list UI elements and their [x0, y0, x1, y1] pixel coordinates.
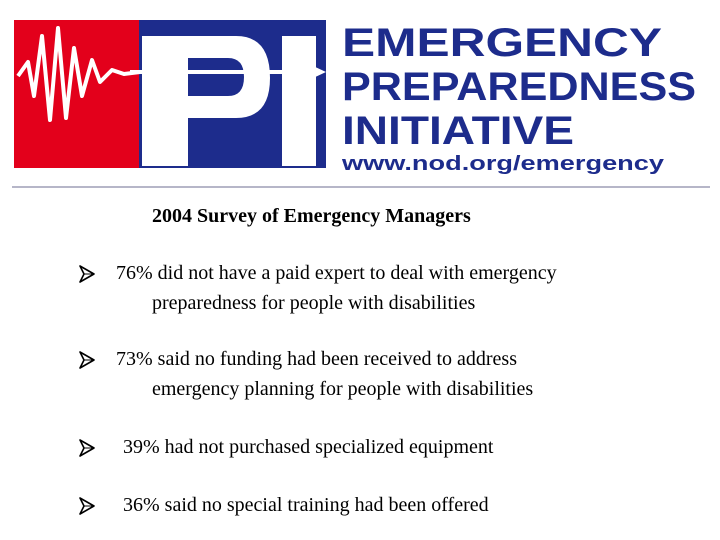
emergency-preparedness-initiative-logo: EMERGENCY PREPAREDNESS INITIATIVE www.no… — [14, 20, 696, 175]
logo-title-line1: EMERGENCY — [342, 21, 662, 65]
arrowhead-bullet-icon — [79, 265, 95, 283]
logo-title-line3: INITIATIVE — [342, 109, 574, 153]
bullet-text-line2: preparedness for people with disabilitie… — [152, 292, 476, 314]
bullet-text-line2: emergency planning for people with disab… — [152, 378, 534, 400]
arrowhead-bullet-icon — [79, 497, 95, 515]
bullet-text-line1: 36% said no special training had been of… — [123, 494, 489, 516]
bullet-text-line1: 39% had not purchased specialized equipm… — [123, 436, 494, 458]
logo-url: www.nod.org/emergency — [341, 153, 666, 175]
logo-i-letter — [282, 36, 316, 166]
arrowhead-bullet-icon — [79, 351, 95, 369]
bullet-text-line1: 76% did not have a paid expert to deal w… — [116, 262, 557, 284]
logo-title-line2: PREPAREDNESS — [342, 65, 696, 109]
logo-p-letter — [142, 36, 270, 166]
bullet-text-line1: 73% said no funding had been received to… — [116, 348, 517, 370]
header-divider — [12, 186, 710, 188]
arrowhead-bullet-icon — [79, 439, 95, 457]
logo-arrow-head — [296, 58, 326, 86]
survey-title: 2004 Survey of Emergency Managers — [152, 205, 471, 227]
logo-heartbeat-line — [16, 26, 141, 122]
